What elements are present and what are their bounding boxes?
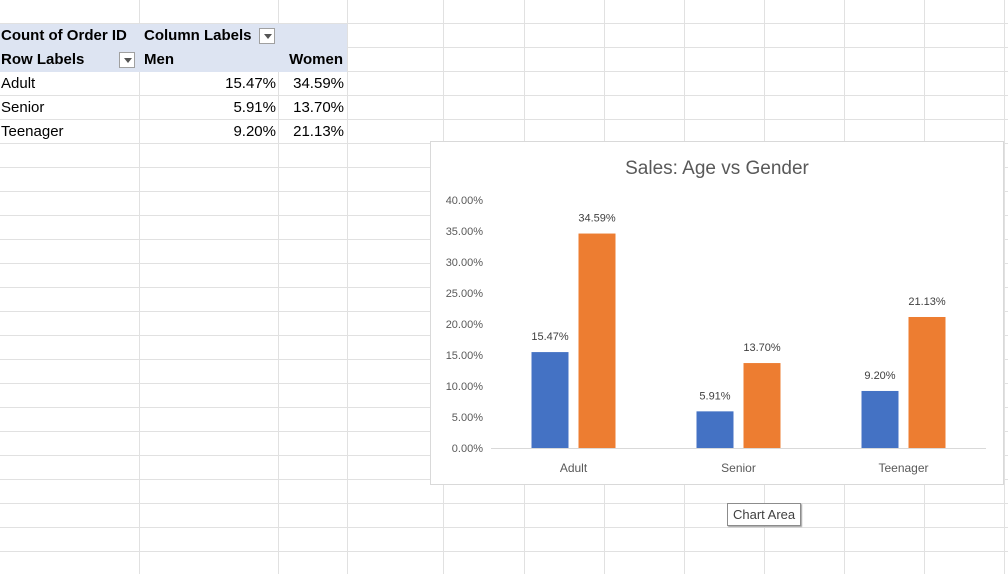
y-tick-label: 25.00% — [446, 288, 484, 300]
pivot-row-labels-header[interactable]: Row Labels — [1, 51, 85, 68]
pivot-column-labels-header[interactable]: Column Labels — [144, 27, 252, 44]
y-tick-label: 10.00% — [446, 381, 484, 393]
data-label[interactable]: 15.47% — [531, 331, 569, 343]
y-tick-label: 40.00% — [446, 195, 484, 207]
pivot-column-women[interactable]: Women — [289, 51, 343, 68]
pivot-cell-men[interactable]: 15.47% — [225, 75, 276, 92]
data-label[interactable]: 21.13% — [908, 296, 946, 308]
x-category-label: Senior — [721, 461, 756, 475]
data-label[interactable]: 9.20% — [864, 370, 895, 382]
x-category-label: Teenager — [878, 461, 928, 475]
y-tick-label: 30.00% — [446, 257, 484, 269]
y-tick-label: 15.00% — [446, 350, 484, 362]
bar[interactable] — [531, 352, 569, 448]
y-tick-label: 0.00% — [452, 443, 483, 455]
bar[interactable] — [861, 390, 899, 448]
pivot-row-label[interactable]: Senior — [1, 99, 45, 116]
y-tick-label: 5.00% — [452, 412, 483, 424]
row-labels-filter-dropdown[interactable] — [119, 52, 135, 68]
y-tick-label: 20.00% — [446, 319, 484, 331]
pivot-cell-women[interactable]: 21.13% — [293, 123, 344, 140]
bar-chart[interactable]: Sales: Age vs Gender 0.00% 5.00% 10.00% 15.0… — [431, 142, 1003, 484]
bar[interactable] — [908, 316, 946, 448]
pivot-cell-women[interactable]: 13.70% — [293, 99, 344, 116]
pivot-cell-men[interactable]: 5.91% — [233, 99, 276, 116]
chart-area[interactable]: Sales: Age vs Gender 0.00% 5.00% 10.00% 15.0… — [430, 141, 1004, 485]
pivot-column-men[interactable]: Men — [144, 51, 174, 68]
pivot-row-label[interactable]: Teenager — [1, 123, 64, 140]
pivot-row-label[interactable]: Adult — [1, 75, 36, 92]
data-label[interactable]: 5.91% — [699, 390, 730, 402]
chart-title[interactable]: Sales: Age vs Gender — [625, 158, 809, 179]
pivot-value-field-label[interactable]: Count of Order ID — [1, 27, 127, 44]
y-tick-label: 35.00% — [446, 226, 484, 238]
data-label[interactable]: 13.70% — [743, 342, 781, 354]
pivot-cell-women[interactable]: 34.59% — [293, 75, 344, 92]
x-category-label: Adult — [560, 461, 588, 475]
bar[interactable] — [743, 363, 781, 448]
chart-area-tooltip: Chart Area — [727, 503, 802, 526]
bar[interactable] — [578, 233, 616, 448]
column-labels-filter-dropdown[interactable] — [259, 28, 275, 44]
pivot-header-fill — [0, 24, 347, 72]
pivot-cell-men[interactable]: 9.20% — [233, 123, 276, 140]
data-label[interactable]: 34.59% — [578, 213, 616, 225]
bar[interactable] — [696, 411, 734, 448]
